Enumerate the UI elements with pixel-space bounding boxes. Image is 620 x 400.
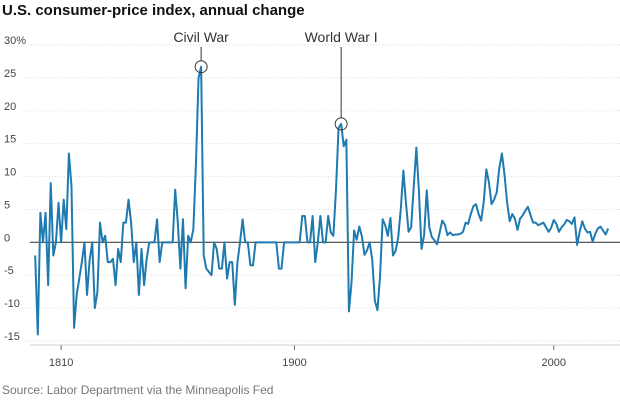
y-tick-label: 5 [4,199,10,211]
y-tick-label: 30% [4,35,26,47]
y-tick-label: 0 [4,232,10,244]
x-tick-label: 1900 [282,357,306,369]
annotation-marker [334,117,348,131]
chart-title: U.S. consumer-price index, annual change [2,2,305,19]
y-tick-label: 15 [4,134,16,146]
y-tick-label: -15 [4,331,20,343]
y-tick-label: 20 [4,101,16,113]
x-tick-label: 2000 [542,357,566,369]
y-tick-label: -5 [4,265,14,277]
x-tick-label: 1810 [49,357,73,369]
annotation-label: Civil War [173,29,229,45]
y-tick-label: -10 [4,298,20,310]
annotation-label: World War I [305,29,378,45]
annotation-marker [194,60,208,74]
series-line [34,65,610,336]
y-tick-label: 25 [4,68,16,80]
y-tick-label: 10 [4,167,16,179]
source: Source: Labor Department via the Minneap… [2,383,273,397]
